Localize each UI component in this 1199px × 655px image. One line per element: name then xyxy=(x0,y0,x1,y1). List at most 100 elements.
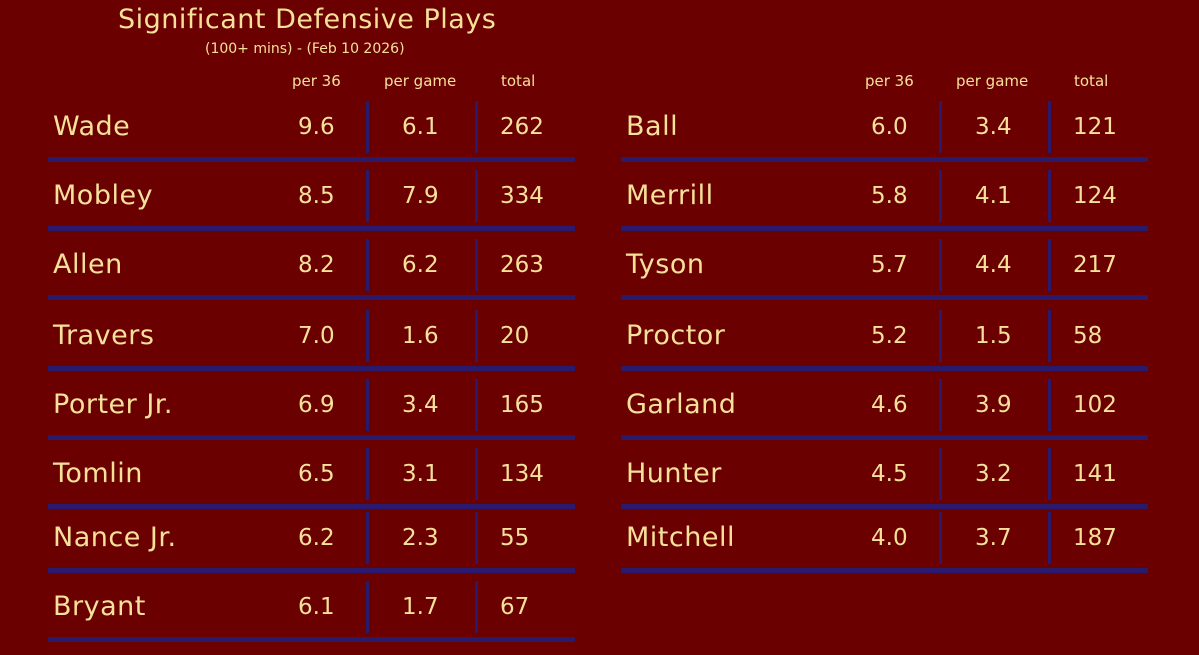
per-game-value: 3.9 xyxy=(975,392,1012,418)
column-divider xyxy=(366,581,369,633)
per36-value: 6.2 xyxy=(298,525,335,551)
total-value: 55 xyxy=(500,525,530,551)
player-name: Nance Jr. xyxy=(53,522,177,553)
row-divider xyxy=(621,295,1148,300)
left-header-per-game: per game xyxy=(384,72,457,90)
player-name: Tomlin xyxy=(53,458,143,489)
column-divider xyxy=(475,581,478,633)
row-divider xyxy=(621,435,1148,440)
per36-value: 8.5 xyxy=(298,183,335,209)
player-name: Bryant xyxy=(53,591,146,622)
total-value: 20 xyxy=(500,323,530,349)
per36-value: 6.0 xyxy=(871,114,908,140)
per36-value: 4.0 xyxy=(871,525,908,551)
column-divider xyxy=(939,379,942,431)
column-divider xyxy=(939,310,942,362)
table-row: Mobley 8.5 7.9 334 xyxy=(48,170,575,231)
per-game-value: 2.3 xyxy=(402,525,439,551)
row-divider xyxy=(621,568,1148,573)
right-header-per36: per 36 xyxy=(865,72,914,90)
per36-value: 9.6 xyxy=(298,114,335,140)
player-name: Mobley xyxy=(53,180,154,211)
row-divider xyxy=(621,504,1148,509)
column-divider xyxy=(939,512,942,564)
per36-value: 6.5 xyxy=(298,461,335,487)
column-divider xyxy=(475,170,478,222)
table-row: Bryant 6.1 1.7 67 xyxy=(48,581,575,642)
per-game-value: 1.7 xyxy=(402,594,439,620)
column-divider xyxy=(475,379,478,431)
row-divider xyxy=(48,226,575,231)
per-game-value: 1.6 xyxy=(402,323,439,349)
page-title: Significant Defensive Plays xyxy=(118,4,497,35)
per-game-value: 7.9 xyxy=(402,183,439,209)
column-divider xyxy=(1048,170,1051,222)
column-divider xyxy=(1048,512,1051,564)
table-row: Merrill 5.8 4.1 124 xyxy=(621,170,1148,231)
player-name: Ball xyxy=(626,111,679,142)
per36-value: 6.9 xyxy=(298,392,335,418)
row-divider xyxy=(621,366,1148,371)
player-name: Merrill xyxy=(626,180,714,211)
player-name: Allen xyxy=(53,249,123,280)
row-divider xyxy=(48,568,575,573)
column-divider xyxy=(475,239,478,291)
column-divider xyxy=(939,170,942,222)
per36-value: 7.0 xyxy=(298,323,335,349)
table-row: Wade 9.6 6.1 262 xyxy=(48,101,575,162)
per-game-value: 3.2 xyxy=(975,461,1012,487)
left-header-per36: per 36 xyxy=(292,72,341,90)
per-game-value: 6.2 xyxy=(402,252,439,278)
player-name: Wade xyxy=(53,111,131,142)
column-divider xyxy=(1048,310,1051,362)
table-row: Hunter 4.5 3.2 141 xyxy=(621,448,1148,509)
player-name: Tyson xyxy=(626,249,705,280)
column-divider xyxy=(366,310,369,362)
row-divider xyxy=(48,504,575,509)
column-divider xyxy=(475,310,478,362)
total-value: 102 xyxy=(1073,392,1117,418)
total-value: 187 xyxy=(1073,525,1117,551)
column-divider xyxy=(939,239,942,291)
column-divider xyxy=(366,379,369,431)
player-name: Garland xyxy=(626,389,737,420)
total-value: 263 xyxy=(500,252,544,278)
column-divider xyxy=(366,170,369,222)
total-value: 67 xyxy=(500,594,530,620)
per36-value: 8.2 xyxy=(298,252,335,278)
per-game-value: 4.4 xyxy=(975,252,1012,278)
column-divider xyxy=(1048,239,1051,291)
column-divider xyxy=(475,512,478,564)
total-value: 334 xyxy=(500,183,544,209)
per36-value: 5.8 xyxy=(871,183,908,209)
row-divider xyxy=(48,435,575,440)
per-game-value: 4.1 xyxy=(975,183,1012,209)
table-row: Nance Jr. 6.2 2.3 55 xyxy=(48,512,575,573)
table-row: Allen 8.2 6.2 263 xyxy=(48,239,575,300)
table-row: Porter Jr. 6.9 3.4 165 xyxy=(48,379,575,440)
table-row: Ball 6.0 3.4 121 xyxy=(621,101,1148,162)
total-value: 134 xyxy=(500,461,544,487)
per-game-value: 3.7 xyxy=(975,525,1012,551)
player-name: Proctor xyxy=(626,320,726,351)
per-game-value: 6.1 xyxy=(402,114,439,140)
column-divider xyxy=(366,101,369,153)
row-divider xyxy=(48,295,575,300)
row-divider xyxy=(48,366,575,371)
per36-value: 4.6 xyxy=(871,392,908,418)
total-value: 262 xyxy=(500,114,544,140)
column-divider xyxy=(366,448,369,500)
row-divider xyxy=(48,157,575,162)
column-divider xyxy=(1048,379,1051,431)
per36-value: 6.1 xyxy=(298,594,335,620)
table-row: Proctor 5.2 1.5 58 xyxy=(621,310,1148,371)
table-row: Tyson 5.7 4.4 217 xyxy=(621,239,1148,300)
row-divider xyxy=(621,226,1148,231)
column-divider xyxy=(366,512,369,564)
player-name: Travers xyxy=(53,320,155,351)
right-header-per-game: per game xyxy=(956,72,1029,90)
row-divider xyxy=(621,157,1148,162)
column-divider xyxy=(939,101,942,153)
total-value: 58 xyxy=(1073,323,1103,349)
total-value: 141 xyxy=(1073,461,1117,487)
